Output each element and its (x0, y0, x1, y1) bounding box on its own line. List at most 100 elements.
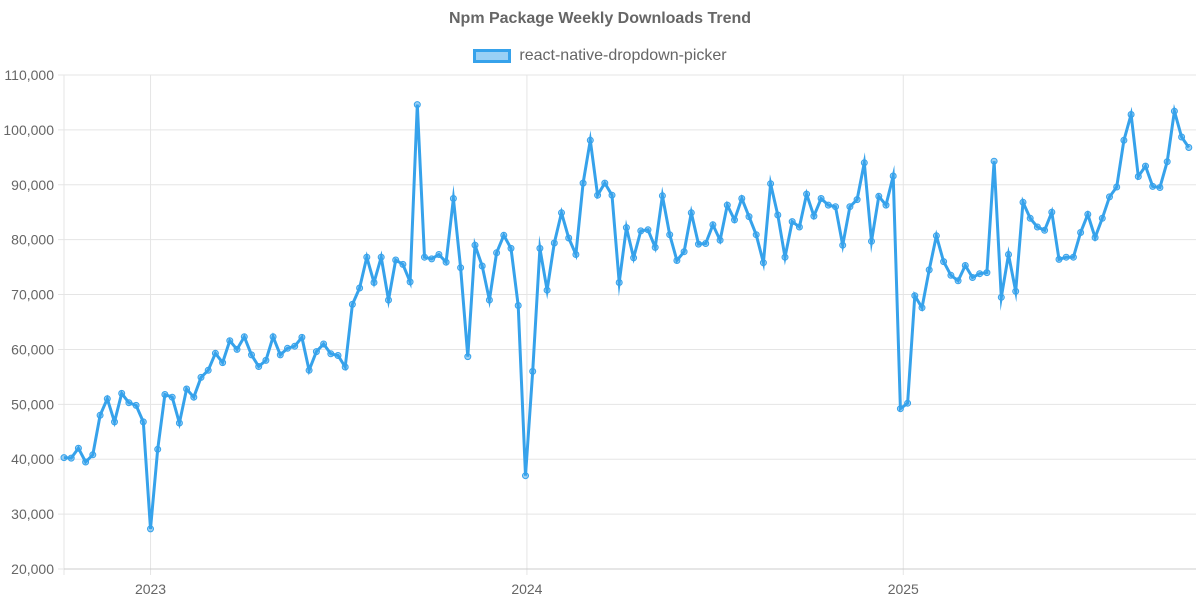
data-point[interactable] (1170, 107, 1178, 115)
data-point[interactable] (248, 351, 255, 359)
data-point[interactable] (1149, 182, 1157, 190)
data-point[interactable] (658, 192, 666, 200)
data-point[interactable] (385, 296, 392, 304)
data-point[interactable] (356, 284, 364, 292)
data-point[interactable] (1178, 133, 1186, 141)
data-point[interactable] (125, 399, 133, 407)
data-point[interactable] (507, 244, 515, 252)
data-point[interactable] (255, 363, 263, 370)
data-point[interactable] (1055, 255, 1063, 263)
data-point[interactable] (731, 216, 738, 224)
data-point[interactable] (579, 179, 587, 187)
data-point[interactable] (868, 237, 875, 245)
data-point[interactable] (132, 401, 140, 409)
data-point[interactable] (154, 445, 162, 453)
data-point[interactable] (558, 209, 565, 217)
data-point[interactable] (529, 367, 537, 375)
data-point[interactable] (262, 356, 270, 364)
data-point[interactable] (1033, 223, 1041, 231)
data-point[interactable] (1026, 214, 1034, 222)
data-point[interactable] (514, 302, 522, 309)
data-point[interactable] (1127, 111, 1135, 118)
legend-label[interactable]: react-native-dropdown-picker (519, 47, 727, 64)
data-point[interactable] (752, 231, 760, 239)
data-point[interactable] (875, 192, 883, 200)
data-point[interactable] (702, 240, 710, 247)
data-point[interactable] (240, 333, 248, 341)
data-point[interactable] (204, 366, 212, 374)
data-point[interactable] (1012, 287, 1020, 295)
data-point[interactable] (1019, 198, 1027, 206)
data-point[interactable] (709, 221, 717, 229)
data-point[interactable] (276, 351, 284, 359)
data-point[interactable] (118, 389, 126, 397)
data-point[interactable] (687, 209, 695, 217)
data-point[interactable] (745, 213, 753, 221)
data-point[interactable] (233, 345, 241, 353)
data-point[interactable] (586, 136, 594, 144)
data-point[interactable] (111, 418, 118, 426)
data-point[interactable] (817, 195, 825, 202)
legend-swatch[interactable] (473, 49, 512, 63)
data-point[interactable] (832, 203, 839, 211)
data-point[interactable] (370, 279, 378, 286)
data-point[interactable] (478, 262, 486, 270)
data-point[interactable] (399, 260, 407, 268)
data-point[interactable] (644, 226, 652, 234)
data-point[interactable] (500, 231, 508, 239)
data-point[interactable] (630, 254, 638, 262)
data-point[interactable] (788, 218, 796, 226)
data-point[interactable] (1069, 253, 1077, 261)
data-point[interactable] (550, 239, 558, 247)
data-point[interactable] (1062, 253, 1070, 261)
data-point[interactable] (572, 251, 580, 258)
data-point[interactable] (904, 399, 912, 407)
data-point[interactable] (1142, 162, 1149, 170)
data-point[interactable] (896, 405, 904, 413)
data-point[interactable] (543, 286, 551, 294)
data-point[interactable] (565, 234, 573, 242)
data-point[interactable] (680, 248, 688, 256)
data-point[interactable] (363, 253, 371, 261)
data-point[interactable] (759, 259, 767, 267)
data-point[interactable] (983, 269, 991, 277)
data-point[interactable] (139, 418, 147, 426)
data-point[interactable] (716, 236, 724, 244)
data-point[interactable] (781, 253, 789, 261)
data-point[interactable] (1185, 144, 1193, 151)
data-point[interactable] (327, 350, 335, 358)
data-point[interactable] (67, 454, 75, 462)
data-point[interactable] (767, 180, 775, 188)
data-point[interactable] (925, 266, 933, 274)
data-point[interactable] (406, 278, 414, 286)
data-point[interactable] (312, 348, 320, 356)
data-point[interactable] (839, 241, 847, 249)
data-point[interactable] (853, 196, 861, 204)
data-point[interactable] (1091, 234, 1099, 241)
data-point[interactable] (1098, 214, 1106, 222)
data-point[interactable] (522, 472, 529, 480)
data-point[interactable] (341, 363, 349, 371)
data-point[interactable] (442, 258, 450, 266)
data-point[interactable] (60, 454, 68, 462)
data-point[interactable] (846, 203, 854, 211)
data-point[interactable] (435, 251, 443, 258)
data-point[interactable] (803, 190, 811, 198)
data-point[interactable] (161, 391, 169, 398)
data-point[interactable] (421, 253, 428, 261)
data-point[interactable] (738, 195, 746, 202)
data-point[interactable] (969, 274, 976, 281)
data-point[interactable] (464, 353, 472, 361)
data-point[interactable] (348, 300, 356, 308)
data-point[interactable] (269, 333, 277, 341)
data-point[interactable] (723, 201, 731, 209)
data-point[interactable] (392, 256, 400, 264)
data-point[interactable] (947, 271, 955, 279)
data-point[interactable] (622, 224, 630, 232)
data-point[interactable] (536, 244, 544, 252)
data-point[interactable] (824, 201, 832, 209)
data-point[interactable] (219, 359, 227, 367)
data-point[interactable] (298, 333, 306, 341)
data-point[interactable] (990, 157, 998, 165)
data-point[interactable] (291, 342, 299, 350)
